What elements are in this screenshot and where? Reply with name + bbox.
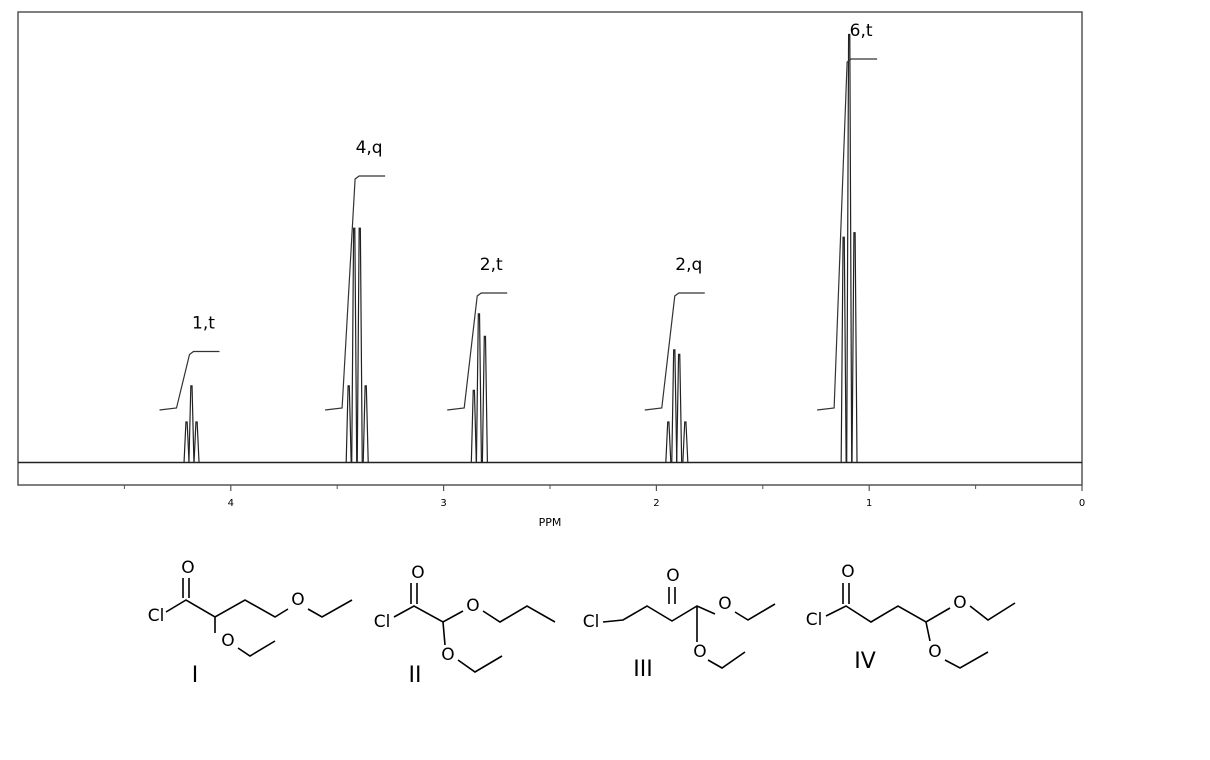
structure-1: O Cl O O I (148, 558, 353, 688)
atom: O (928, 642, 941, 662)
x-tick-label: 4 (228, 498, 234, 509)
atom: O (291, 590, 304, 610)
x-axis-label: PPM (539, 516, 562, 529)
atom: Cl (806, 610, 823, 630)
structure-label: I (192, 663, 199, 688)
atom: O (411, 563, 424, 583)
spectrum-line (351, 227, 358, 463)
spectrum-line (840, 236, 847, 463)
atom: O (693, 642, 706, 662)
bonds (393, 583, 556, 673)
integral-curve (159, 350, 220, 411)
x-tick-label: 0 (1079, 498, 1085, 509)
structure-label: III (633, 657, 652, 682)
atom: O (666, 566, 679, 586)
spectrum-line (183, 421, 190, 463)
atom: O (718, 594, 731, 614)
structure-label: II (409, 663, 422, 688)
atom: O (221, 631, 234, 651)
atom: O (441, 645, 454, 665)
structure-label: IV (854, 649, 876, 674)
atom: O (953, 593, 966, 613)
atom: Cl (583, 612, 600, 632)
spectrum-line (362, 385, 369, 463)
spectrum-line (193, 421, 200, 463)
atom: O (181, 558, 194, 578)
spectrum-line (188, 385, 195, 463)
spectrum-line (665, 421, 672, 463)
peak-label: 1,t (192, 314, 215, 334)
bonds (825, 583, 1016, 669)
structure-4: O Cl O O IV (806, 562, 1016, 674)
spectrum-line (676, 353, 683, 463)
plot-frame (17, 11, 1083, 486)
structure-2: O Cl O O II (374, 563, 556, 688)
spectrum-line (851, 232, 858, 463)
spectrum-line (356, 227, 363, 463)
atom: Cl (374, 612, 391, 632)
x-tick-label: 2 (653, 498, 659, 509)
integral-curve (325, 175, 386, 411)
atom: Cl (148, 606, 165, 626)
peak-label: 6,t (850, 21, 873, 41)
spectrum-line (481, 335, 488, 463)
spectrum-line (671, 349, 678, 463)
spectrum-line (475, 313, 483, 463)
spectrum-line (682, 421, 689, 463)
spectrum-line (846, 33, 853, 463)
x-tick-label: 3 (440, 498, 446, 509)
integral-curve (644, 292, 705, 411)
integral-curve (447, 292, 508, 411)
spectrum-line (470, 389, 477, 463)
structure-3: Cl O O O III (583, 566, 776, 682)
atom: O (841, 562, 854, 582)
bonds (165, 578, 353, 657)
peak-label: 4,q (356, 138, 383, 158)
bonds (602, 587, 776, 669)
peak-label: 2,q (675, 255, 702, 275)
atom: O (466, 596, 479, 616)
spectrum-line (345, 385, 352, 463)
x-tick-label: 1 (866, 498, 872, 509)
integral-curve (817, 58, 878, 411)
peak-label: 2,t (480, 255, 503, 275)
